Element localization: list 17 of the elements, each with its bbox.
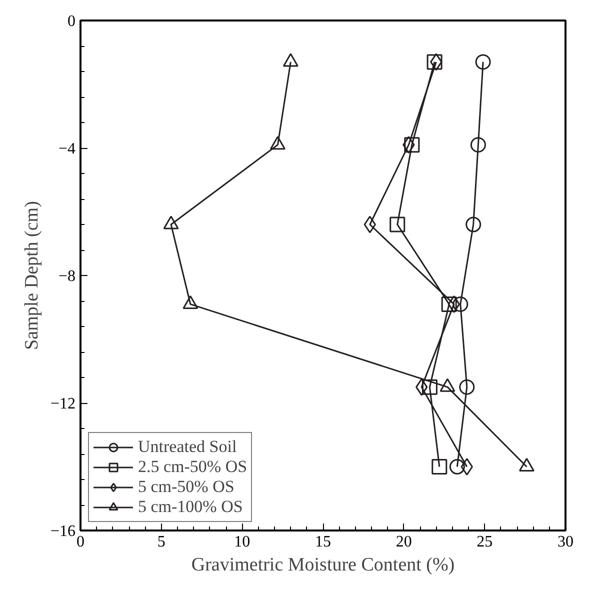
y-tick-label: 0 bbox=[68, 13, 76, 30]
y-tick-label: −12 bbox=[50, 396, 76, 412]
x-tick-label: 5 bbox=[157, 534, 166, 550]
x-tick-label: 30 bbox=[558, 534, 574, 550]
x-tick-label: 10 bbox=[234, 534, 250, 550]
legend-label: Untreated Soil bbox=[138, 437, 237, 457]
x-tick-label: 15 bbox=[315, 534, 331, 550]
legend-label: 2.5 cm-50% OS bbox=[138, 457, 248, 477]
y-tick-label: −8 bbox=[58, 268, 76, 285]
y-tick-label: −16 bbox=[50, 523, 76, 540]
y-axis-title: Sample Depth (cm) bbox=[21, 201, 42, 350]
x-tick-label: 20 bbox=[396, 534, 412, 550]
x-tick-label: 25 bbox=[476, 534, 493, 550]
legend-label: 5 cm-100% OS bbox=[138, 497, 243, 517]
legend-label: 5 cm-50% OS bbox=[138, 477, 234, 497]
x-axis-title: Gravimetric Moisture Content (%) bbox=[191, 554, 455, 576]
y-tick-label: −4 bbox=[58, 140, 76, 158]
